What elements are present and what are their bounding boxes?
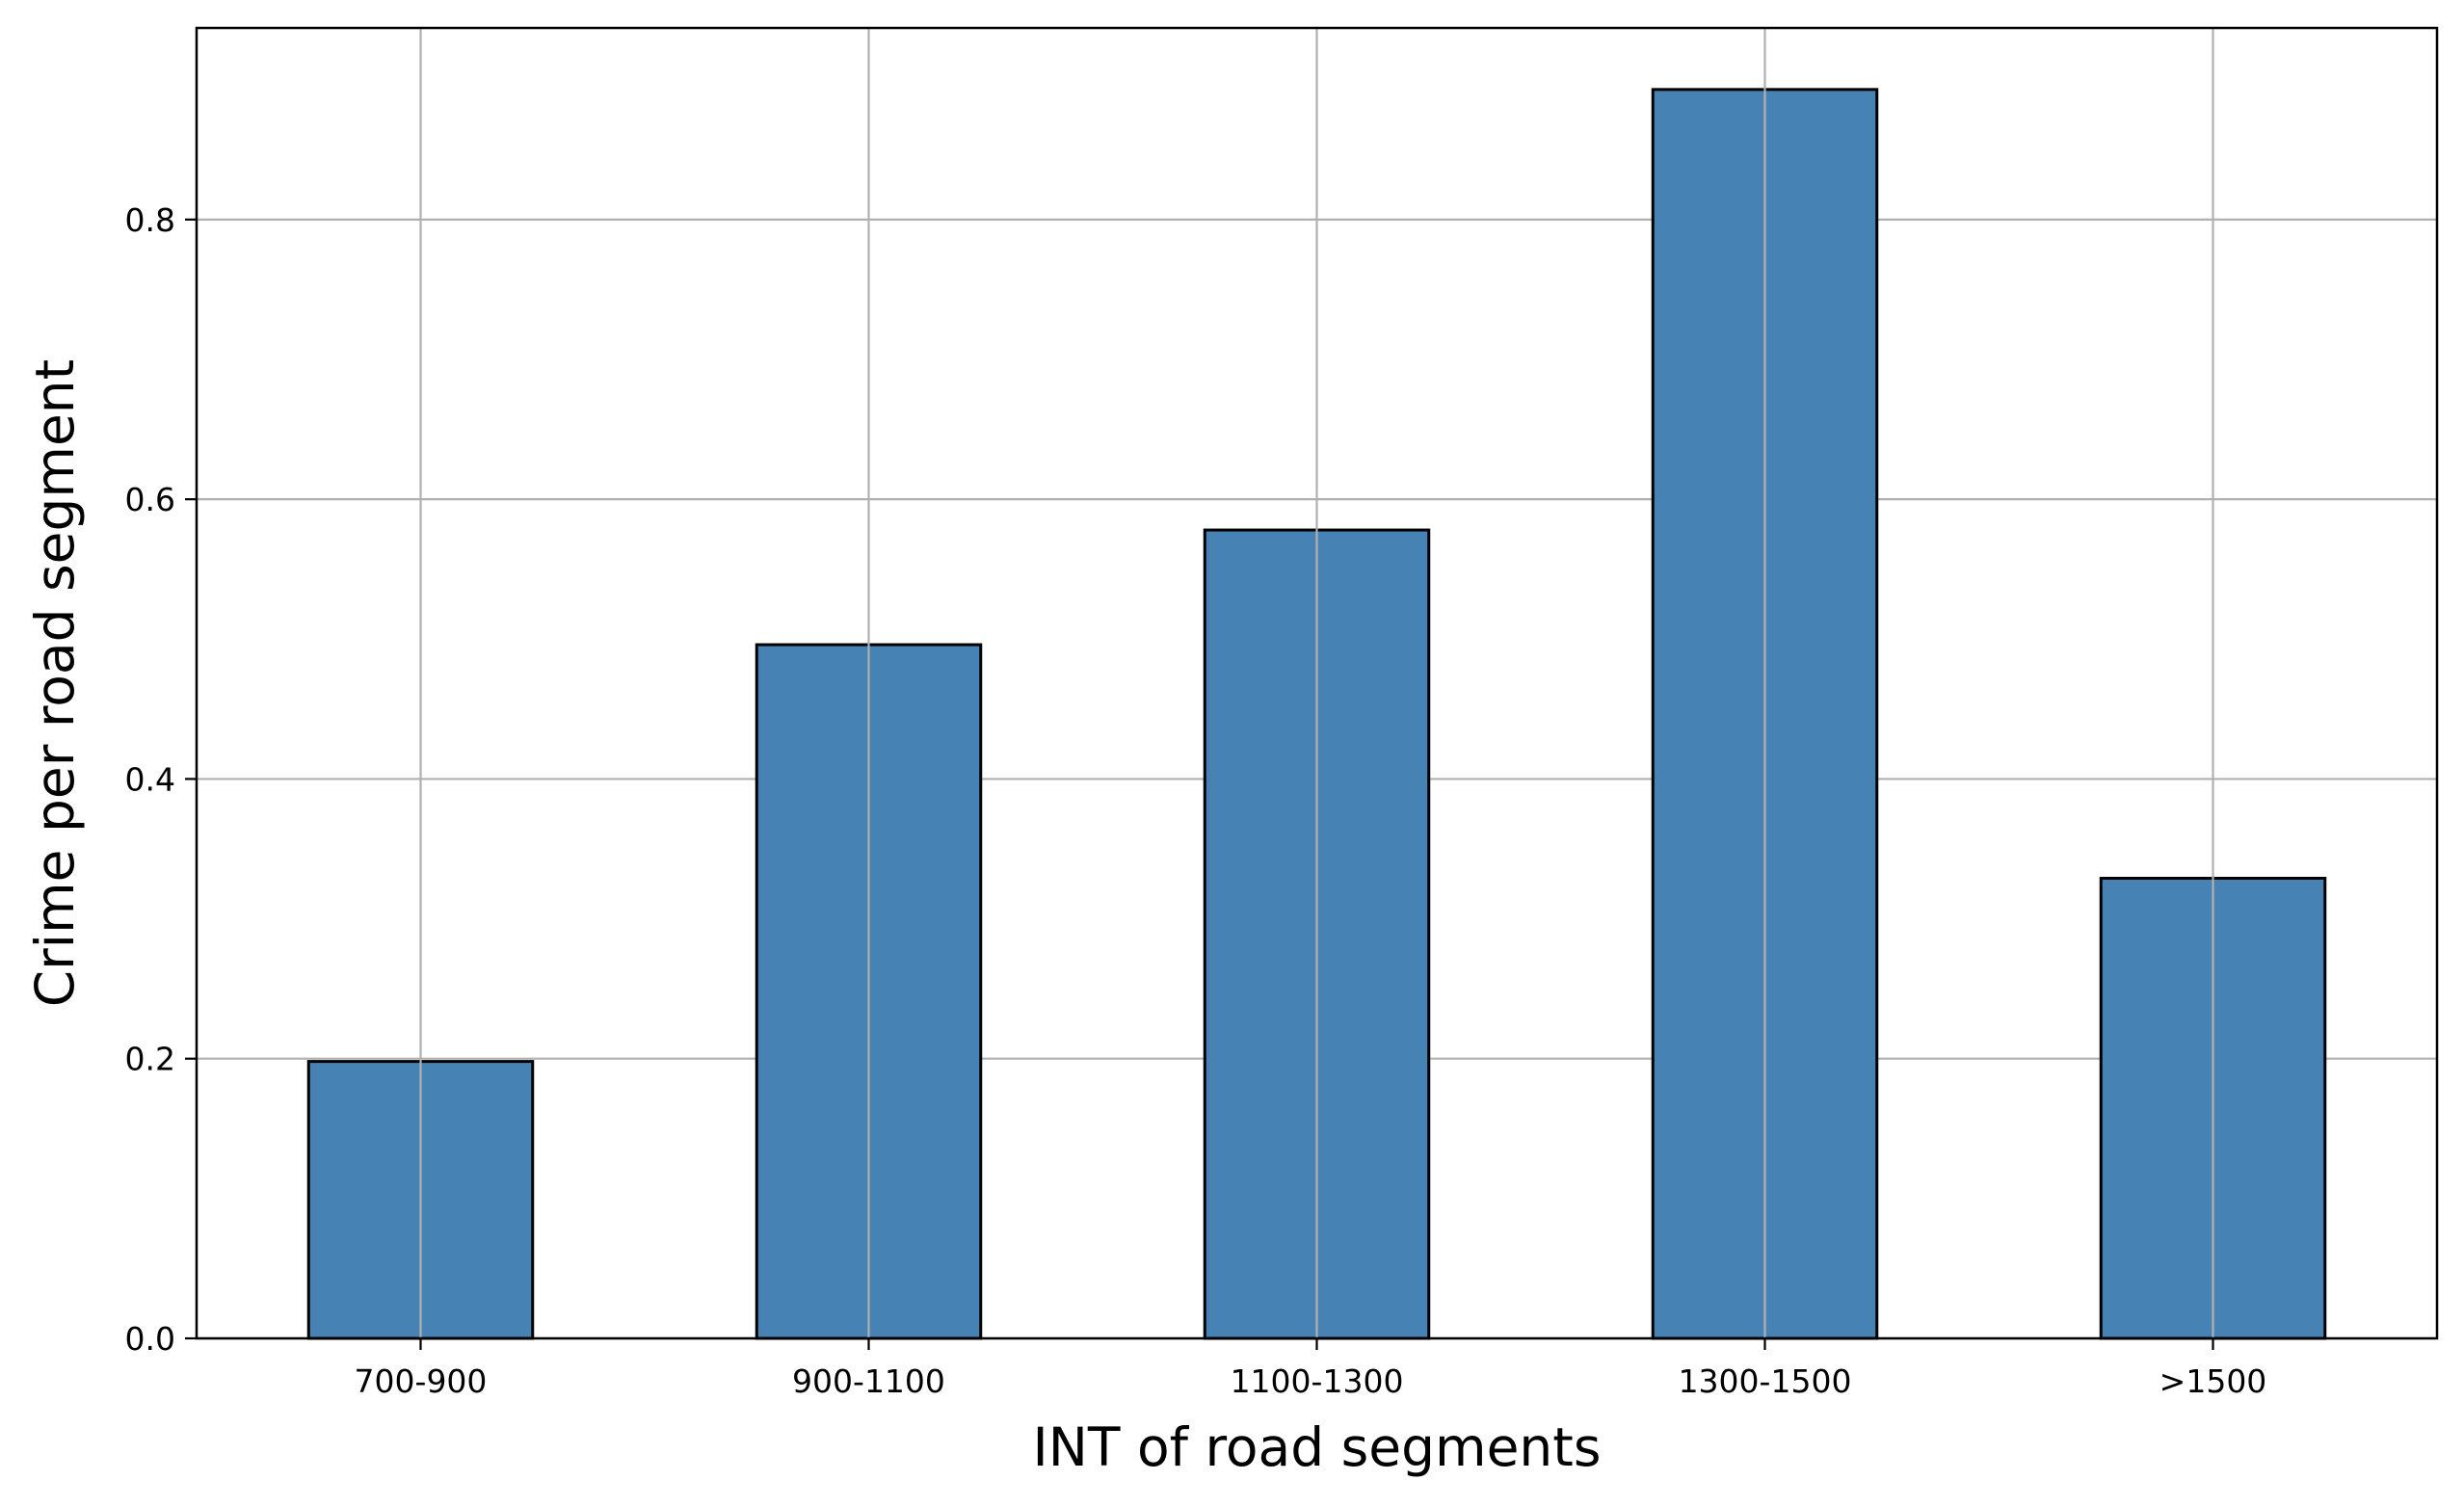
y-tick-label: 0.0: [125, 1320, 175, 1358]
x-axis-title: INT of road segments: [1033, 1416, 1602, 1478]
y-tick-label: 0.2: [125, 1041, 175, 1078]
x-tick-label: 700-900: [355, 1362, 488, 1400]
y-tick-label: 0.8: [125, 201, 175, 239]
y-tick-label: 0.6: [125, 481, 175, 518]
x-grid: [419, 28, 2214, 1338]
x-axis: 700-900 900-1100 1100-1300 1300-1500 >1500: [355, 1338, 2267, 1400]
x-tick-label: >1500: [2159, 1362, 2267, 1400]
y-tick-label: 0.4: [125, 760, 175, 798]
x-tick-label: 900-1100: [792, 1362, 945, 1400]
y-axis-title: Crime per road segment: [24, 359, 86, 1007]
x-tick-label: 1300-1500: [1679, 1362, 1852, 1400]
y-axis: 0.0 0.2 0.4 0.6 0.8: [125, 201, 197, 1358]
x-tick-label: 1100-1300: [1231, 1362, 1404, 1400]
